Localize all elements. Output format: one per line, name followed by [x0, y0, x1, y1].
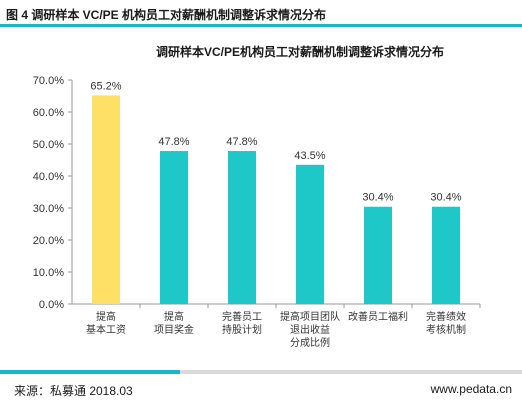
data-label: 30.4% — [362, 192, 393, 204]
y-tick-label: 30.0% — [33, 203, 64, 215]
source-note: 来源：私募通 2018.03 — [14, 384, 133, 398]
chart-bars — [92, 95, 460, 304]
y-tick-label: 60.0% — [33, 107, 64, 119]
data-label: 47.8% — [158, 136, 189, 148]
category-label: 提高基本工资 — [86, 310, 126, 336]
y-tick-label: 70.0% — [33, 75, 64, 87]
category-label: 改善员工福利 — [348, 310, 408, 323]
y-tick-label: 0.0% — [39, 299, 64, 311]
data-label: 43.5% — [294, 150, 325, 162]
bar — [364, 206, 392, 304]
y-tick-label: 50.0% — [33, 139, 64, 151]
category-label: 完善员工持股计划 — [222, 310, 262, 336]
bar — [228, 151, 256, 304]
bar — [160, 151, 188, 304]
chart-title: 调研样本VC/PE机构员工对薪酬机制调整诉求情况分布 — [156, 44, 444, 59]
header-rule — [0, 24, 522, 27]
y-tick-label: 40.0% — [33, 171, 64, 183]
y-tick-label: 20.0% — [33, 235, 64, 247]
category-label: 提高项目团队退出收益分成比例 — [280, 310, 340, 349]
footer-rule — [0, 370, 522, 374]
bar — [296, 164, 324, 304]
y-tick-label: 10.0% — [33, 267, 64, 279]
chart-labels: 65.2% 提高基本工资 47.8% 提高项目奖金 47.8% 完善员工持股计划 43.5%… — [86, 80, 466, 349]
bar-chart: 调研样本VC/PE机构员工对薪酬机制调整诉求情况分布 0.0% 10.0% 20.0… — [33, 44, 481, 349]
data-label: 30.4% — [430, 192, 461, 204]
chart-axes: 0.0% 10.0% 20.0% 30.0% 40.0% 50.0% 60.0% 70.0% — [33, 75, 481, 311]
category-label: 完善绩效考核机制 — [426, 310, 466, 336]
data-label: 65.2% — [90, 80, 121, 92]
website-link[interactable]: www.pedata.cn — [430, 382, 512, 396]
category-label: 提高项目奖金 — [154, 310, 194, 336]
figure-label: 图 4 调研样本 VC/PE 机构员工对薪酬机制调整诉求情况分布 — [6, 8, 327, 22]
bar — [432, 206, 460, 304]
footer-rule-accent — [0, 370, 180, 374]
data-label: 47.8% — [226, 136, 257, 148]
bar — [92, 95, 120, 304]
